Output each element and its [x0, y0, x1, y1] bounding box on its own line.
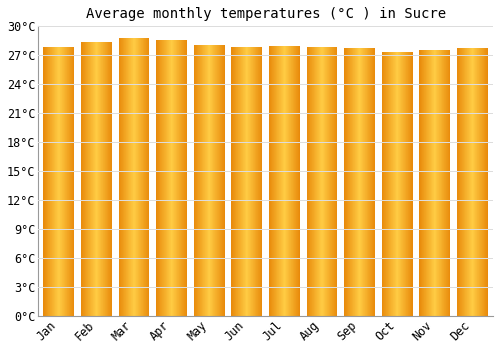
Title: Average monthly temperatures (°C ) in Sucre: Average monthly temperatures (°C ) in Su… — [86, 7, 446, 21]
